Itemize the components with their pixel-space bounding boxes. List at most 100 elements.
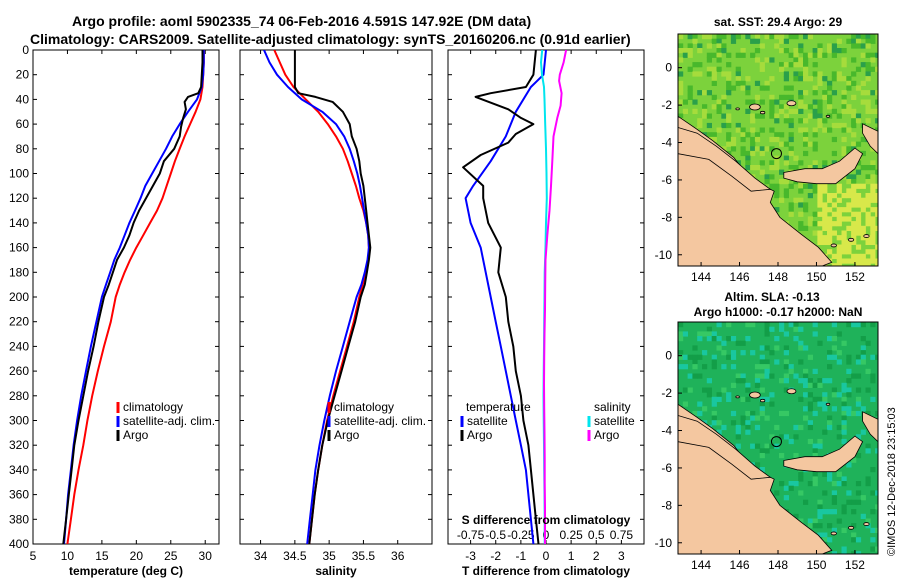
map-cell — [783, 104, 789, 110]
map-cell — [870, 57, 876, 63]
map-cell — [793, 424, 799, 431]
map-cell — [836, 221, 842, 227]
map-cell — [817, 99, 823, 105]
map-cell — [692, 108, 698, 114]
map-cell — [735, 71, 741, 77]
map-cell — [803, 71, 809, 77]
map-cell — [851, 523, 857, 529]
map-cell — [870, 239, 876, 245]
map-cell — [759, 146, 765, 152]
map-cell — [841, 546, 847, 552]
map-cell — [855, 244, 862, 250]
map-cell — [730, 354, 737, 360]
map-cell — [836, 188, 842, 194]
map-cell — [774, 132, 780, 138]
map-cell — [788, 136, 794, 143]
map-cell — [870, 174, 876, 180]
map-cell — [851, 373, 857, 379]
map-cell — [774, 99, 780, 105]
map-cell — [803, 52, 809, 58]
map-cell — [807, 424, 813, 431]
map-cell — [769, 350, 775, 356]
map-cell — [798, 326, 804, 332]
map-cell — [855, 481, 862, 487]
map-cell — [841, 99, 847, 105]
map-cell — [851, 118, 857, 124]
map-cell — [851, 80, 857, 86]
map-cell — [678, 80, 684, 86]
y-tick-label: 200 — [9, 290, 29, 304]
map-cell — [846, 354, 852, 360]
map-cell — [740, 420, 746, 426]
map-cell — [822, 118, 828, 124]
map-cell — [865, 165, 871, 171]
map-cell — [822, 471, 828, 477]
map-cell — [875, 263, 878, 266]
map-cell — [870, 396, 876, 402]
map-cell — [678, 43, 684, 49]
map-cell — [860, 62, 866, 68]
map-cell — [788, 485, 794, 491]
figure-title-line-1: Argo profile: aoml 5902335_74 06-Feb-201… — [72, 13, 531, 29]
map-cell — [822, 216, 828, 222]
map-cell — [827, 99, 833, 105]
salinity-legend-entry-label: Argo — [334, 428, 360, 442]
x-tick-label: 2 — [593, 549, 600, 563]
map-cell — [783, 62, 789, 68]
map-cell — [865, 193, 871, 199]
map-cell — [735, 76, 741, 82]
small-island — [749, 391, 761, 399]
small-island — [863, 234, 870, 238]
map-cell — [807, 76, 813, 82]
map-cell — [774, 118, 780, 124]
map-cell — [788, 52, 794, 58]
map-cell — [783, 85, 789, 91]
y-tick-label: 140 — [9, 216, 29, 230]
sst-map-title: sat. SST: 29.4 Argo: 29 — [714, 15, 843, 29]
map-cell — [779, 322, 785, 328]
map-cell — [702, 350, 708, 356]
map-cell — [721, 113, 727, 119]
map-cell — [817, 108, 823, 114]
map-cell — [870, 188, 876, 194]
map-cell — [817, 188, 823, 194]
small-island — [830, 243, 837, 248]
y-tick-label: 400 — [9, 537, 29, 551]
map-cell — [803, 136, 809, 143]
map-cell — [851, 183, 857, 189]
map-cell — [759, 99, 765, 105]
map-cell — [735, 340, 741, 346]
map-cell — [740, 378, 746, 384]
map-cell — [726, 136, 732, 143]
map-cell — [702, 34, 708, 40]
map-cell — [798, 99, 804, 105]
map-cell — [735, 443, 741, 449]
map-cell — [841, 258, 847, 264]
map-cell — [841, 429, 847, 435]
map-cell — [716, 43, 722, 49]
map-cell — [855, 434, 862, 440]
map-cell — [812, 108, 818, 114]
map-cell — [798, 490, 804, 496]
map-cell — [803, 382, 809, 388]
map-y-tick-label: -6 — [661, 461, 672, 475]
map-cell — [831, 551, 837, 554]
map-cell — [721, 364, 727, 370]
map-cell — [812, 523, 818, 529]
map-cell — [846, 258, 852, 264]
map-cell — [817, 197, 823, 203]
y-tick-label: 40 — [16, 92, 30, 106]
map-cell — [702, 90, 708, 96]
series-line-temperature-satellite — [464, 50, 547, 544]
map-cell — [807, 438, 813, 445]
map-cell — [711, 396, 717, 402]
map-cell — [865, 518, 871, 524]
map-cell — [865, 76, 871, 82]
map-cell — [860, 429, 866, 435]
map-cell — [759, 43, 765, 49]
map-cell — [831, 354, 837, 360]
map-cell — [750, 118, 756, 124]
map-cell — [870, 235, 876, 241]
map-cell — [870, 225, 876, 231]
map-cell — [711, 336, 717, 342]
